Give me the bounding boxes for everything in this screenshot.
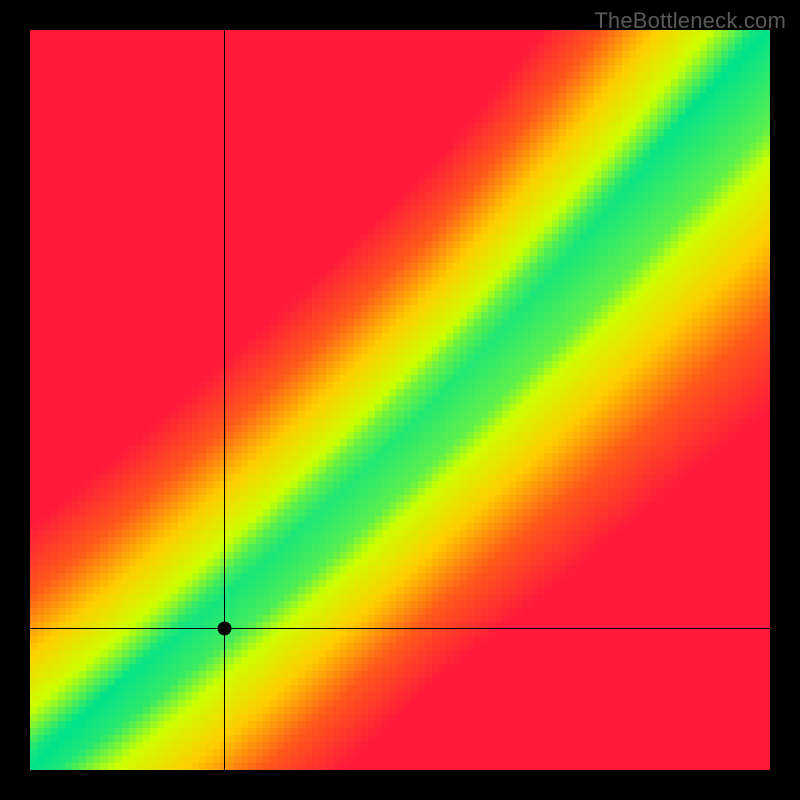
heatmap-canvas [30,30,770,770]
chart-container: TheBottleneck.com [0,0,800,800]
frame-right [770,0,800,800]
frame-bottom [0,770,800,800]
frame-left [0,0,30,800]
heatmap-plot [30,30,770,770]
watermark-text: TheBottleneck.com [594,8,786,34]
